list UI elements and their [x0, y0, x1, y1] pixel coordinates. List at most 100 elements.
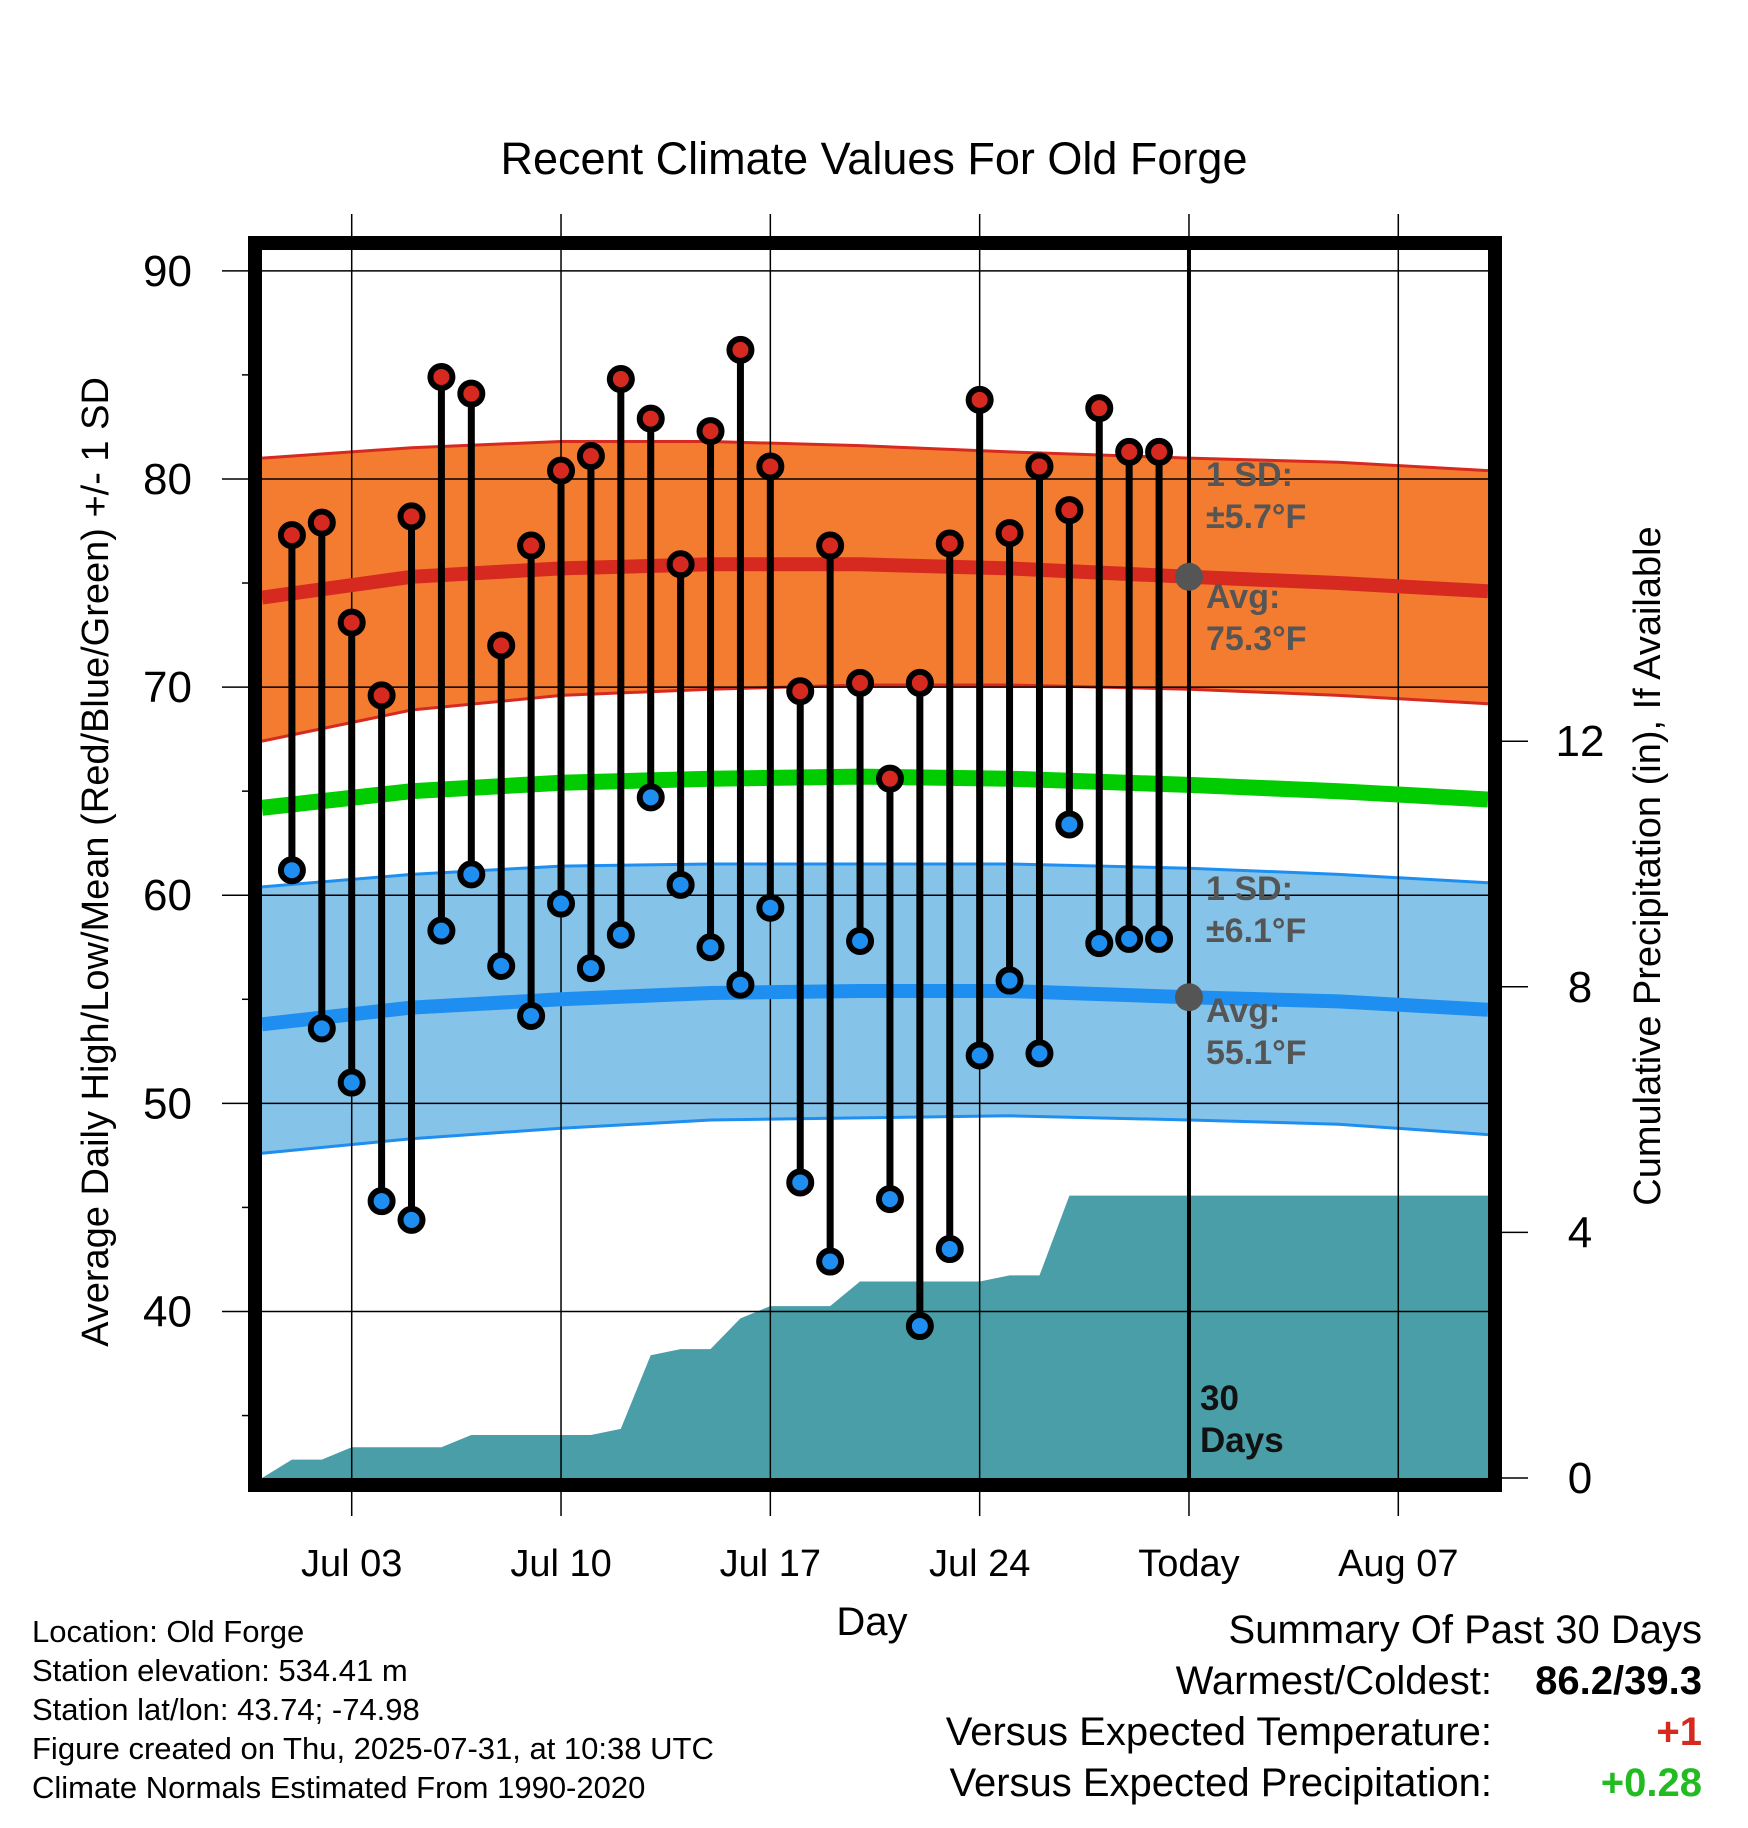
observed-high-point [487, 631, 516, 660]
observed-high-point [1145, 437, 1174, 466]
observed-high-point [576, 442, 605, 471]
low-avg-value: 55.1°F [1206, 1034, 1307, 1072]
high-sd-band-upper-edge [262, 440, 1488, 473]
low-sd-band-lower-edge [262, 1114, 1488, 1155]
observed-high-point [905, 668, 934, 697]
high-avg-label: Avg: [1206, 578, 1280, 616]
observed-high-point [307, 508, 336, 537]
x-tick-label: Jul 10 [510, 1543, 611, 1585]
today-days-count: 30 [1200, 1379, 1239, 1418]
observed-low-point [307, 1014, 336, 1043]
y2-tick-label: 8 [1568, 963, 1592, 1012]
observed-low-point [965, 1041, 994, 1070]
observed-high-point [786, 677, 815, 706]
low-sd-band-fill [262, 864, 1488, 1154]
observed-high-low [277, 335, 1174, 1341]
precip-departure-label: Versus Expected Precipitation: [949, 1761, 1492, 1805]
observed-low-point [606, 920, 635, 949]
observed-high-point [427, 362, 456, 391]
high-sd-label: 1 SD: [1206, 456, 1293, 494]
today-marker [1174, 240, 1203, 1478]
observed-low-point [816, 1247, 845, 1276]
station-info: Location: Old Forge Station elevation: 5… [32, 1612, 714, 1807]
location-text: Location: Old Forge [32, 1614, 305, 1649]
y2-tick-label: 4 [1568, 1208, 1592, 1257]
observed-high-point [1115, 437, 1144, 466]
y-tick-label: 80 [143, 455, 192, 504]
observed-low-point [696, 933, 725, 962]
observed-low-point [337, 1068, 366, 1097]
today-low-avg-dot [1174, 983, 1203, 1012]
observed-high-point [816, 531, 845, 560]
observed-high-point [995, 519, 1024, 548]
observed-high-point [1055, 496, 1084, 525]
observed-low-point [726, 970, 755, 999]
observed-high-point [337, 608, 366, 637]
observed-low-point [547, 889, 576, 918]
axis-ticks: 40 50 60 70 80 90 0 4 8 12 Jul 03 Jul 10 Jul 17 Jul 2… [143, 214, 1604, 1585]
observed-low-point [1025, 1039, 1054, 1068]
normals-text: Climate Normals Estimated From 1990-2020 [32, 1770, 646, 1805]
observed-high-point [696, 417, 725, 446]
observed-low-point [487, 951, 516, 980]
low-average-line [262, 984, 1488, 1032]
annotations: 1 SD: ±5.7°F Avg: 75.3°F 1 SD: ±6.1°F Av… [1206, 456, 1307, 1072]
observed-high-point [636, 404, 665, 433]
today-days-label: Days [1200, 1421, 1284, 1460]
y-axis-label: Average Daily High/Low/Mean (Red/Blue/Gr… [75, 377, 117, 1347]
high-sd-band-fill [262, 441, 1488, 742]
y-tick-label: 60 [143, 871, 192, 920]
observed-low-point [517, 1001, 546, 1030]
observed-low-point [786, 1168, 815, 1197]
temp-departure-value: +1 [1656, 1710, 1702, 1754]
observed-low-point [1145, 924, 1174, 953]
plot-border [248, 236, 1502, 1492]
observed-low-point [935, 1235, 964, 1264]
observed-high-point [547, 456, 576, 485]
y-tick-label: 50 [143, 1079, 192, 1128]
observed-low-point [756, 893, 785, 922]
y2-tick-label: 12 [1556, 717, 1605, 766]
warmest-coldest-value: 86.2/39.3 [1535, 1659, 1702, 1703]
y-tick-label: 40 [143, 1287, 192, 1336]
observed-low-point [1085, 929, 1114, 958]
cumulative-precip-area [262, 1195, 1488, 1478]
warmest-coldest-label: Warmest/Coldest: [1175, 1659, 1492, 1703]
observed-low-point [367, 1187, 396, 1216]
chart-title: Recent Climate Values For Old Forge [501, 133, 1248, 184]
today-high-avg-dot [1174, 562, 1203, 591]
observed-low-point [846, 927, 875, 956]
x-tick-label: Today [1138, 1543, 1239, 1585]
observed-high-point [965, 385, 994, 414]
observed-high-point [726, 335, 755, 364]
x-axis-label: Day [836, 1600, 907, 1644]
x-tick-label: Jul 17 [720, 1543, 821, 1585]
y2-axis-label: Cumulative Precipitation (in), If Availa… [1627, 526, 1669, 1205]
high-sd-band [262, 440, 1488, 743]
temp-departure-label: Versus Expected Temperature: [945, 1710, 1492, 1754]
x-tick-label: Jul 03 [301, 1543, 402, 1585]
observed-high-point [1025, 452, 1054, 481]
observed-low-point [457, 860, 486, 889]
y2-tick-label: 0 [1568, 1454, 1592, 1503]
summary-title: Summary Of Past 30 Days [1228, 1608, 1702, 1652]
observed-low-point [1055, 810, 1084, 839]
observed-high-point [756, 452, 785, 481]
observed-low-point [277, 856, 306, 885]
plot-frame [248, 236, 1502, 1492]
observed-high-point [457, 379, 486, 408]
y-tick-label: 90 [143, 247, 192, 296]
precip-area [262, 1195, 1488, 1478]
observed-high-point [1085, 394, 1114, 423]
observed-high-point [666, 550, 695, 579]
observed-low-point [576, 954, 605, 983]
low-avg-label: Avg: [1206, 992, 1280, 1030]
observed-high-point [846, 668, 875, 697]
observed-low-point [397, 1205, 426, 1234]
observed-high-point [517, 531, 546, 560]
observed-low-point [1115, 924, 1144, 953]
created-text: Figure created on Thu, 2025-07-31, at 10… [32, 1731, 714, 1766]
high-average-line [262, 557, 1488, 605]
y-tick-label: 70 [143, 663, 192, 712]
